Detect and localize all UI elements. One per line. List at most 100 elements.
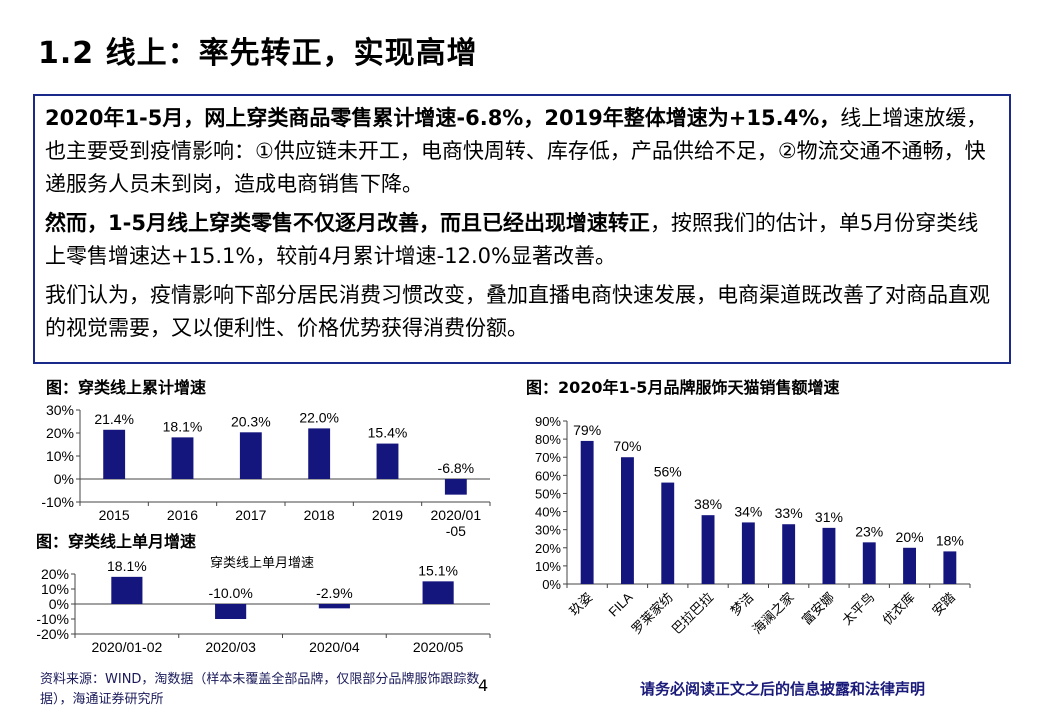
data-label: 20% xyxy=(896,529,924,545)
data-label: 15.4% xyxy=(368,425,408,441)
data-label: -2.9% xyxy=(316,585,353,601)
bar xyxy=(111,576,143,604)
x-tick-label: 2017 xyxy=(235,507,266,523)
y-tick-label: -10% xyxy=(41,494,74,510)
monthly-chart-title: 图：穿类线上单月增速 xyxy=(36,528,203,552)
tmall-brand-growth-chart: 0% 10% 20% 30% 40% 50% 60% 70% 80% 90% 79% 玖姿 70% FIL… xyxy=(535,414,971,637)
bar xyxy=(822,527,836,584)
bar xyxy=(621,457,634,584)
y-tick-label: 10% xyxy=(41,581,69,597)
x-tick-label: 太平鸟 xyxy=(839,590,877,628)
bar xyxy=(903,547,916,584)
x-tick-label: 2016 xyxy=(167,507,198,523)
bar xyxy=(444,479,467,495)
data-label: -10.0% xyxy=(208,585,252,601)
bar xyxy=(701,515,715,584)
bar xyxy=(661,482,675,584)
summary-paragraph-2: 然而，1-5月线上穿类零售不仅逐月改善，而且已经出现增速转正，按照我们的估计，单… xyxy=(45,207,999,273)
y-tick-label: 0% xyxy=(54,471,74,487)
page-number: 4 xyxy=(478,676,489,695)
bar xyxy=(103,429,126,479)
y-tick-label: 60% xyxy=(535,468,561,483)
x-tick-label: FILA xyxy=(606,589,636,619)
cumulative-chart-title: 图：穿类线上累计增速 xyxy=(46,378,207,397)
bar xyxy=(782,524,796,584)
page-title: 1.2 线上：率先转正，实现高增 xyxy=(38,36,478,71)
x-tick-label: 2020/03 xyxy=(205,639,256,655)
y-tick-label: 40% xyxy=(535,505,561,520)
data-label: 21.4% xyxy=(94,411,134,427)
x-tick-label: 优衣库 xyxy=(879,590,917,628)
bar xyxy=(318,604,350,609)
x-tick-label: 2020/04 xyxy=(309,639,360,655)
x-tick-label: 梦洁 xyxy=(727,590,756,619)
x-tick-label: 富安娜 xyxy=(799,590,837,628)
source-note: 资料来源：WIND，淘数据（样本未覆盖全部品牌，仅限部分品牌服饰跟踪数据），海通… xyxy=(40,672,480,707)
data-label: 70% xyxy=(613,438,641,454)
x-tick-label: 2020/01 xyxy=(431,507,482,523)
bar xyxy=(376,443,399,479)
summary-p2-text: ，按照我们的估计，单5月份穿类线上零售增速达+15.1%，较前4月累计增速-12… xyxy=(45,211,979,268)
y-tick-label: 50% xyxy=(535,486,561,501)
data-label: 56% xyxy=(654,464,682,480)
summary-box: 2020年1-5月，网上穿类商品零售累计增速-6.8%，2019年整体增速为+1… xyxy=(33,94,1011,364)
data-label: 18% xyxy=(936,532,964,548)
data-label: 38% xyxy=(694,496,722,512)
x-tick-label: 安踏 xyxy=(929,590,958,619)
y-tick-label: 30% xyxy=(535,523,561,538)
y-tick-label: 0% xyxy=(49,596,69,612)
data-label: 33% xyxy=(775,505,803,521)
x-tick-label: 2019 xyxy=(372,507,403,523)
y-tick-label: 0% xyxy=(542,577,561,592)
data-label: 20.3% xyxy=(231,413,271,429)
summary-paragraph-3: 我们认为，疫情影响下部分居民消费习惯改变，叠加直播电商快速发展，电商渠道既改善了… xyxy=(45,283,990,340)
bar xyxy=(741,522,755,584)
y-tick-label: 20% xyxy=(535,541,561,556)
data-label: 15.1% xyxy=(418,562,458,578)
y-tick-label: 30% xyxy=(46,402,74,418)
data-label: 31% xyxy=(815,509,843,525)
y-tick-label: -20% xyxy=(36,626,69,642)
bar xyxy=(862,542,876,584)
x-tick-label: 2015 xyxy=(99,507,130,523)
monthly-growth-chart: -20%-10%0%10%20% 18.1% 2020/01-02 -10.0% 202… xyxy=(36,555,491,655)
bar xyxy=(239,432,262,479)
series-label: 穿类线上单月增速 xyxy=(210,555,314,570)
x-tick-label: 巴拉巴拉 xyxy=(669,590,716,637)
data-label: 23% xyxy=(855,523,883,539)
tmall-chart-title: 图：2020年1-5月品牌服饰天猫销售额增速 xyxy=(526,378,840,397)
summary-p2-highlight: 然而，1-5月线上穿类零售不仅逐月改善，而且已经出现增速转正 xyxy=(45,211,650,235)
summary-p1-highlight: 2020年1-5月，网上穿类商品零售累计增速-6.8%，2019年整体增速为+1… xyxy=(45,106,841,130)
bar xyxy=(422,581,454,604)
y-tick-label: 90% xyxy=(535,414,561,429)
y-tick-label: 10% xyxy=(535,559,561,574)
y-tick-label: -10% xyxy=(36,611,69,627)
y-tick-label: 80% xyxy=(535,432,561,447)
y-tick-label: 20% xyxy=(46,425,74,441)
data-label: 34% xyxy=(734,503,762,519)
y-tick-label: 70% xyxy=(535,450,561,465)
x-tick-label: 罗莱家纺 xyxy=(628,590,675,637)
bar xyxy=(580,440,594,584)
cumulative-growth-chart: -10% 0% 10% 20% 30% 21.4% 2015 18.1% 2016 20.3% 20… xyxy=(41,402,491,539)
bar xyxy=(308,428,331,479)
bar xyxy=(171,437,194,479)
bar xyxy=(215,604,247,619)
summary-p1-text: 线上增速放缓，也主要受到疫情影响：①供应链未开工，电商快周转、库存低，产品供给不… xyxy=(45,106,988,196)
data-label: 18.1% xyxy=(107,558,147,574)
y-tick-label: 20% xyxy=(41,566,69,582)
summary-paragraph-1: 2020年1-5月，网上穿类商品零售累计增速-6.8%，2019年整体增速为+1… xyxy=(45,102,999,201)
x-tick-label: 2020/01-02 xyxy=(91,639,162,655)
bar xyxy=(943,551,957,584)
x-tick-label: -05 xyxy=(446,523,466,539)
legal-disclaimer: 请务必阅读正文之后的信息披露和法律声明 xyxy=(640,680,926,698)
x-tick-label: 海澜之家 xyxy=(749,590,796,637)
data-label: 79% xyxy=(573,422,601,438)
data-label: 22.0% xyxy=(299,409,339,425)
data-label: -6.8% xyxy=(438,460,475,476)
x-tick-label: 2020/05 xyxy=(413,639,464,655)
x-tick-label: 玖姿 xyxy=(566,590,595,619)
y-tick-label: 10% xyxy=(46,448,74,464)
data-label: 18.1% xyxy=(163,418,203,434)
x-tick-label: 2018 xyxy=(304,507,335,523)
